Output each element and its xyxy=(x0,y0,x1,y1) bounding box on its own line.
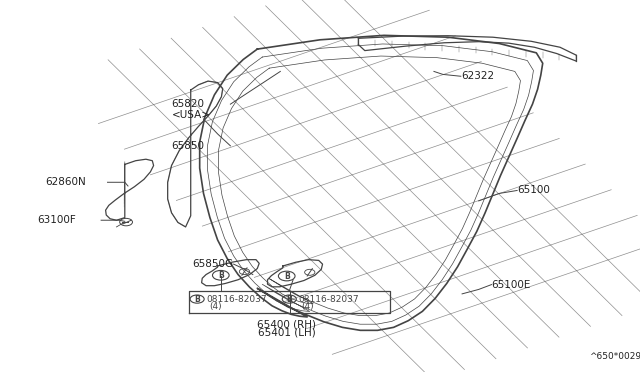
Text: ^650*0029: ^650*0029 xyxy=(589,352,640,361)
Text: 62322: 62322 xyxy=(461,71,494,81)
Text: 65850G: 65850G xyxy=(192,259,233,269)
Text: (4): (4) xyxy=(209,302,222,311)
Text: (4): (4) xyxy=(301,302,314,311)
Text: B: B xyxy=(195,295,200,304)
Text: <USA>: <USA> xyxy=(172,110,211,119)
Text: B: B xyxy=(284,272,289,280)
Text: 63100F: 63100F xyxy=(37,215,76,225)
Text: 65401 (LH): 65401 (LH) xyxy=(258,328,316,338)
Text: 08116-82037: 08116-82037 xyxy=(206,295,267,304)
Text: B: B xyxy=(287,295,292,304)
Text: B: B xyxy=(218,271,223,280)
Text: 08116-82037: 08116-82037 xyxy=(298,295,359,304)
Text: 65100: 65100 xyxy=(517,186,550,195)
Text: 65400 (RH): 65400 (RH) xyxy=(257,320,316,329)
Text: 62860N: 62860N xyxy=(45,177,86,187)
Text: 65850: 65850 xyxy=(172,141,205,151)
Text: 65820: 65820 xyxy=(172,99,205,109)
Text: 65100E: 65100E xyxy=(492,280,531,289)
